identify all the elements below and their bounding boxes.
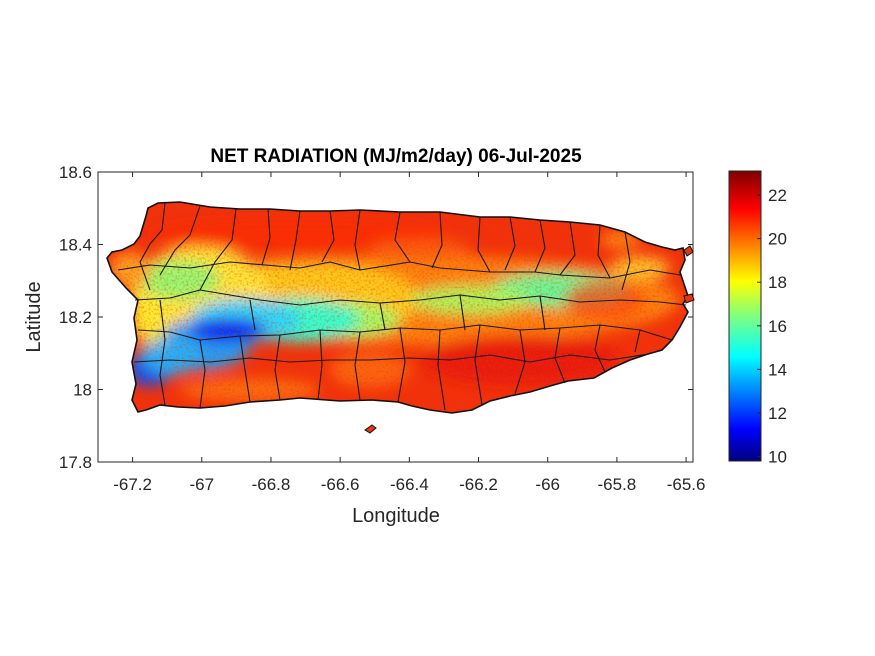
y-tick-label: 18.4	[59, 236, 92, 255]
colorbar-ticks: 10 12 14 16 18 20 22	[757, 186, 787, 467]
colorbar	[728, 170, 762, 462]
x-tick-label: -67.2	[113, 475, 152, 494]
y-tick-label: 17.8	[59, 453, 92, 472]
colorbar-tick-label: 14	[768, 360, 787, 379]
x-tick-label: -66.4	[390, 475, 429, 494]
x-axis-label: Longitude	[352, 505, 440, 527]
colorbar-tick-label: 20	[768, 230, 787, 249]
x-tick-label: -66.2	[459, 475, 498, 494]
x-tick-label: -65.6	[667, 475, 706, 494]
y-axis-ticks: 17.8 18 18.2 18.4 18.6	[59, 163, 693, 472]
y-tick-label: 18.6	[59, 163, 92, 182]
x-tick-label: -66.8	[252, 475, 291, 494]
y-tick-label: 18	[73, 381, 92, 400]
vieques-fragment	[683, 293, 695, 304]
culebrita-island	[683, 245, 694, 257]
x-tick-label: -67	[189, 475, 214, 494]
colorbar-tick-label: 12	[768, 404, 787, 423]
colorbar-tick-label: 22	[768, 186, 787, 205]
y-tick-label: 18.2	[59, 308, 92, 327]
colorbar-tick-label: 10	[768, 448, 787, 467]
x-axis-ticks: -67.2 -67 -66.8 -66.6 -66.4 -66.2 -66 -65.8 -65.…	[113, 172, 705, 494]
colorbar-tick-label: 18	[768, 273, 787, 292]
colorbar-tick-label: 16	[768, 317, 787, 336]
x-tick-label: -66	[535, 475, 560, 494]
y-axis-label: Latitude	[23, 281, 45, 352]
x-tick-label: -65.8	[598, 475, 637, 494]
municipal-boundaries	[117, 202, 687, 411]
x-tick-label: -66.6	[321, 475, 360, 494]
caja-de-muertos-island	[364, 424, 377, 434]
map-title: NET RADIATION (MJ/m2/day) 06-Jul-2025	[210, 146, 582, 167]
